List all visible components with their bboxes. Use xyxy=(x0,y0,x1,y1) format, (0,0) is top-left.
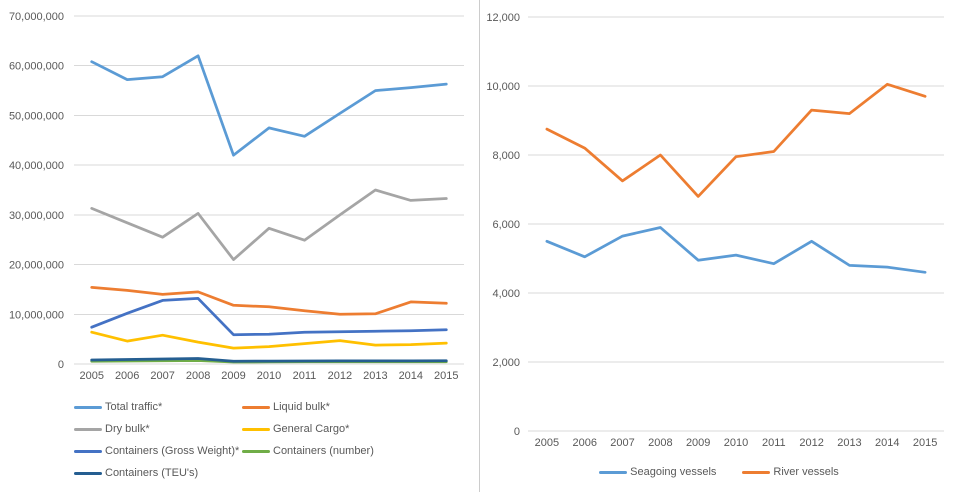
legend-label: Liquid bulk* xyxy=(273,401,330,413)
cargo-traffic-chart: 0 10,000,000 20,000,000 30,000,000 40,000,00… xyxy=(9,11,464,382)
series-line-liquid-bulk xyxy=(90,286,448,316)
x-tick-label: 2008 xyxy=(648,437,672,449)
x-tick-label: 2010 xyxy=(257,370,281,382)
legend-line-swatch-icon xyxy=(74,405,102,409)
cargo-chart-legend: Total traffic* Liquid bulk* Dry bulk* Gener… xyxy=(74,396,374,484)
x-tick-label: 2006 xyxy=(572,437,596,449)
y-tick-label: 12,000 xyxy=(486,12,520,24)
y-tick-label: 4,000 xyxy=(492,288,520,300)
legend-label: Dry bulk* xyxy=(105,423,150,435)
series-line-containers-gross-weight xyxy=(90,297,448,337)
y-tick-label: 8,000 xyxy=(492,150,520,162)
x-tick-label: 2013 xyxy=(363,370,387,382)
x-tick-label: 2015 xyxy=(434,370,458,382)
y-tick-label: 0 xyxy=(58,359,64,371)
y-tick-label: 50,000,000 xyxy=(9,110,64,122)
legend-label: General Cargo* xyxy=(273,423,350,435)
y-tick-label: 20,000,000 xyxy=(9,260,64,272)
legend-line-swatch-icon xyxy=(242,449,270,453)
legend-item-river-vessels: River vessels xyxy=(742,461,839,483)
legend-item-general-cargo: General Cargo* xyxy=(242,418,374,440)
x-tick-label: 2005 xyxy=(535,437,559,449)
legend-line-swatch-icon xyxy=(742,470,771,474)
x-tick-label: 2007 xyxy=(150,370,174,382)
y-tick-label: 2,000 xyxy=(492,357,520,369)
x-tick-label: 2006 xyxy=(115,370,139,382)
legend-item-total-traffic: Total traffic* xyxy=(74,396,242,418)
legend-label: Containers (Gross Weight)* xyxy=(105,445,240,457)
legend-line-swatch-icon xyxy=(74,427,102,431)
legend-line-swatch-icon xyxy=(599,470,628,474)
legend-label: Containers (TEU's) xyxy=(105,467,199,479)
x-tick-label: 2009 xyxy=(686,437,710,449)
vessels-chart-legend: Seagoing vessels River vessels xyxy=(480,461,958,483)
series-line-river-vessels xyxy=(545,82,927,198)
legend-item-seagoing-vessels: Seagoing vessels xyxy=(599,461,716,483)
legend-item-dry-bulk: Dry bulk* xyxy=(74,418,242,440)
legend-line-swatch-icon xyxy=(74,449,102,453)
x-tick-label: 2007 xyxy=(610,437,634,449)
x-tick-label: 2011 xyxy=(762,437,786,449)
x-tick-label: 2012 xyxy=(328,370,352,382)
x-tick-label: 2012 xyxy=(799,437,823,449)
series-line-seagoing-vessels xyxy=(545,226,927,274)
y-tick-label: 40,000,000 xyxy=(9,160,64,172)
legend-line-swatch-icon xyxy=(74,471,102,475)
legend-line-swatch-icon xyxy=(242,427,270,431)
legend-line-swatch-icon xyxy=(242,405,270,409)
series-line-containers-teu-s xyxy=(90,357,448,363)
x-tick-label: 2005 xyxy=(79,370,103,382)
x-tick-label: 2013 xyxy=(837,437,861,449)
y-tick-label: 10,000,000 xyxy=(9,309,64,321)
vessels-chart: 0 2,000 4,000 6,000 8,000 10,000 12,000 2005 200… xyxy=(486,12,944,449)
series-line-general-cargo xyxy=(90,330,448,350)
legend-item-containers-teu-s: Containers (TEU's) xyxy=(74,462,242,484)
panel-divider xyxy=(479,0,480,492)
x-tick-label: 2010 xyxy=(724,437,748,449)
y-tick-label: 60,000,000 xyxy=(9,61,64,73)
series-line-dry-bulk xyxy=(90,188,448,261)
legend-label: Total traffic* xyxy=(105,401,163,413)
y-tick-label: 30,000,000 xyxy=(9,210,64,222)
legend-label: Seagoing vessels xyxy=(630,466,717,478)
x-tick-label: 2014 xyxy=(875,437,899,449)
series-line-total-traffic xyxy=(90,54,448,157)
x-tick-label: 2008 xyxy=(186,370,210,382)
x-tick-label: 2014 xyxy=(399,370,423,382)
legend-label: River vessels xyxy=(773,466,839,478)
legend-label: Containers (number) xyxy=(273,445,374,457)
x-tick-label: 2011 xyxy=(293,370,317,382)
y-tick-label: 6,000 xyxy=(492,219,520,231)
y-tick-label: 10,000 xyxy=(486,81,520,93)
legend-item-containers-number: Containers (number) xyxy=(242,440,374,462)
legend-item-liquid-bulk: Liquid bulk* xyxy=(242,396,374,418)
y-tick-label: 0 xyxy=(514,426,520,438)
x-tick-label: 2009 xyxy=(221,370,245,382)
x-tick-label: 2015 xyxy=(913,437,937,449)
legend-item-containers-gross-weight: Containers (Gross Weight)* xyxy=(74,440,242,462)
y-tick-label: 70,000,000 xyxy=(9,11,64,23)
